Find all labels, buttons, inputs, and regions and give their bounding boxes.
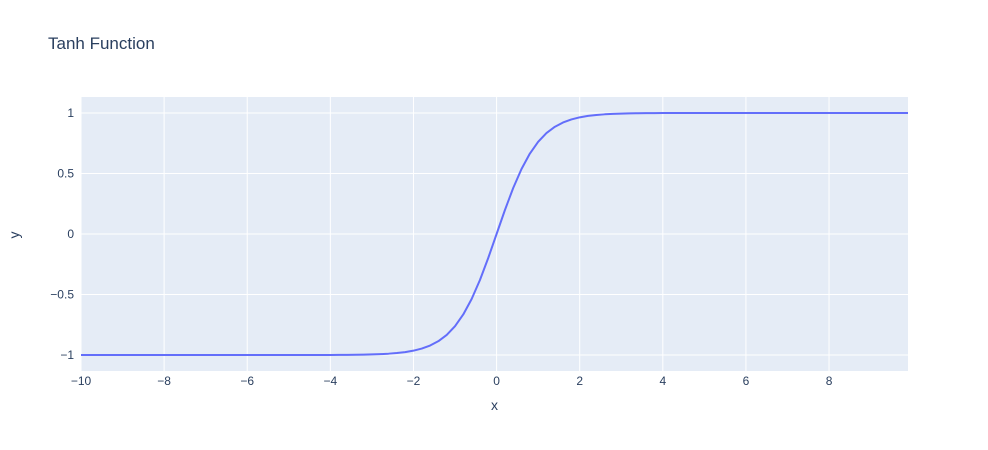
x-tick-label: −8	[157, 374, 171, 388]
y-tick-label: 0	[67, 227, 74, 241]
x-axis-title: x	[491, 397, 498, 413]
x-tick-label: −10	[71, 374, 92, 388]
x-tick-label: 6	[743, 374, 750, 388]
x-tick-label: −4	[324, 374, 338, 388]
x-tick-label: 4	[659, 374, 666, 388]
tanh-line	[81, 111, 908, 357]
y-tick-label: −0.5	[50, 288, 74, 302]
y-tick-label: 1	[67, 106, 74, 120]
x-tick-label: 2	[576, 374, 583, 388]
y-tick-label: −1	[60, 348, 74, 362]
x-tick-label: 0	[493, 374, 500, 388]
y-tick-label: 0.5	[57, 166, 74, 180]
x-tick-label: −2	[407, 374, 421, 388]
x-tick-label: −6	[240, 374, 254, 388]
chart-title: Tanh Function	[48, 34, 155, 53]
y-axis-title: y	[6, 231, 22, 239]
x-tick-label: 8	[826, 374, 833, 388]
